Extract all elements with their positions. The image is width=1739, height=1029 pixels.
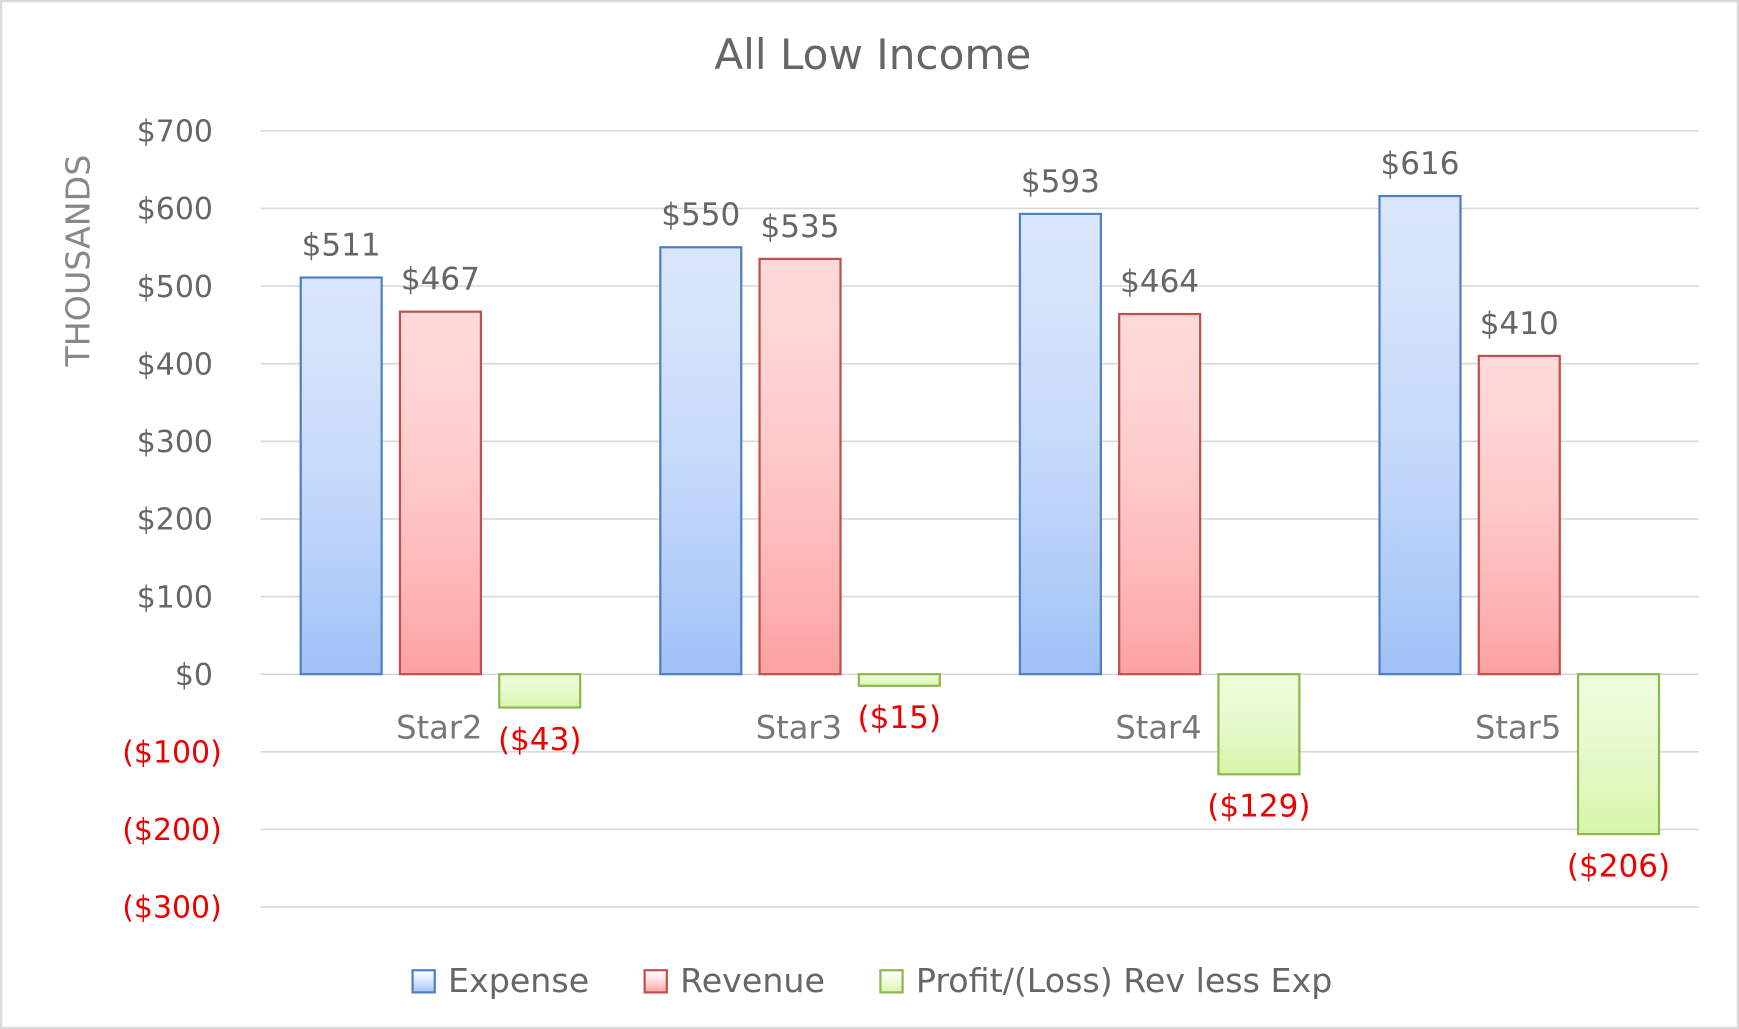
- data-label: ($15): [858, 700, 941, 736]
- chart-title: All Low Income: [714, 30, 1031, 79]
- data-label: $464: [1120, 264, 1199, 300]
- y-tick-label: $500: [137, 270, 213, 305]
- y-tick-label: ($300): [122, 891, 222, 926]
- data-label: ($206): [1567, 848, 1670, 884]
- y-tick-label: $400: [137, 347, 213, 382]
- legend-label: Expense: [448, 961, 589, 1000]
- y-tick-label: $700: [137, 115, 213, 150]
- bar: [1576, 673, 1661, 836]
- bar: [1477, 354, 1561, 676]
- bar: [659, 246, 743, 676]
- x-tick-label: Star3: [756, 709, 842, 747]
- x-tick-label: Star4: [1115, 709, 1201, 747]
- data-label: $467: [401, 262, 480, 298]
- data-label: $616: [1380, 146, 1459, 182]
- bar: [857, 673, 941, 687]
- bar: [398, 310, 483, 676]
- y-tick-label: ($100): [122, 736, 222, 771]
- y-tick-label: $100: [137, 580, 213, 615]
- data-label: $511: [302, 227, 381, 263]
- legend-label: Revenue: [680, 961, 825, 1000]
- legend-label: Profit/(Loss) Rev less Exp: [916, 961, 1332, 1000]
- bar: [299, 276, 383, 676]
- bar: [1217, 673, 1301, 776]
- y-tick-label: $0: [175, 658, 213, 693]
- legend-swatch: [643, 969, 668, 994]
- legend-swatch: [879, 969, 904, 994]
- bar: [758, 257, 842, 676]
- bar: [1378, 194, 1462, 676]
- data-label: ($43): [498, 722, 581, 758]
- legend-swatch: [411, 969, 436, 994]
- x-tick-label: Star5: [1475, 709, 1561, 747]
- y-tick-label: $300: [137, 425, 213, 460]
- data-label: $550: [661, 197, 740, 233]
- bar: [498, 673, 582, 709]
- y-tick-label: $200: [137, 503, 213, 538]
- data-label: $535: [761, 209, 840, 245]
- y-axis-title: THOUSANDS: [58, 155, 97, 368]
- bar: [1118, 312, 1202, 676]
- x-tick-label: Star2: [396, 709, 482, 747]
- y-tick-label: $600: [137, 192, 213, 227]
- y-tick-label: ($200): [122, 813, 222, 848]
- bar: [1018, 212, 1102, 676]
- data-label: $593: [1021, 164, 1100, 200]
- data-label: ($129): [1207, 789, 1310, 825]
- data-label: $410: [1480, 306, 1559, 342]
